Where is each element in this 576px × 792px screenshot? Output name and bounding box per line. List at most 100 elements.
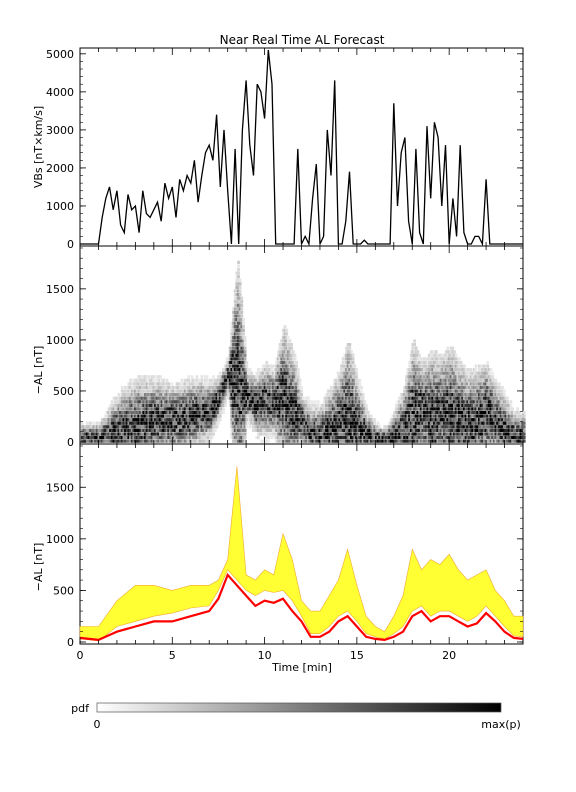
heatmap-cell [474,368,478,372]
heatmap-cell [130,407,134,411]
heatmap-cell [267,403,270,407]
heatmap-cell [154,393,157,397]
heatmap-cell [162,403,166,407]
heatmap-cell [468,407,471,411]
heatmap-cell [497,393,501,397]
heatmap-cell [453,375,456,379]
heatmap-cell [107,414,111,418]
heatmap-cell [250,418,254,422]
heatmap-cell [463,400,466,404]
heatmap-cell [147,414,151,418]
heatmap-cell [235,289,239,293]
heatmap-cell [283,382,287,386]
heatmap-cell [521,410,524,415]
heatmap-cell [428,360,431,365]
heatmap-cell [481,389,485,393]
heatmap-cell [429,350,433,354]
heatmap-cell [315,407,318,411]
heatmap-cell [449,364,453,368]
heatmap-cell [286,371,290,375]
heatmap-cell [509,435,513,440]
heatmap-cell [375,428,378,432]
heatmap-cell [180,385,184,390]
heatmap-cell [218,410,222,415]
heatmap-cell [506,421,509,425]
heatmap-cell [177,439,181,443]
heatmap-cell [416,385,420,390]
heatmap-cell [233,400,237,404]
heatmap-cell [456,400,460,404]
heatmap-cell [519,428,523,432]
heatmap-cell [418,371,421,375]
heatmap-cell [165,407,169,411]
heatmap-cell [233,403,237,407]
heatmap-cell [487,435,491,440]
heatmap-cell [172,432,176,436]
heatmap-cell [444,410,448,415]
heatmap-cell [474,396,478,400]
heatmap-cell [265,418,269,422]
heatmap-cell [448,421,451,425]
heatmap-cell [109,439,112,443]
heatmap-cell [208,410,212,415]
heatmap-cell [265,432,269,436]
heatmap-cell [384,439,388,443]
heatmap-cell [272,378,275,382]
heatmap-cell [438,425,441,429]
heatmap-cell [491,403,495,407]
heatmap-cell [466,435,470,440]
heatmap-cell [207,400,210,404]
heatmap-cell [129,418,132,422]
heatmap-cell [305,418,308,422]
heatmap-cell [125,410,129,415]
heatmap-cell [129,428,132,432]
heatmap-cell [240,335,244,340]
heatmap-cell [411,428,415,432]
heatmap-cell [252,382,255,386]
heatmap-cell [378,439,382,443]
heatmap-cell [281,335,285,340]
heatmap-cell [365,432,368,436]
heatmap-cell [346,421,350,425]
heatmap-cell [240,389,244,393]
heatmap-cell [281,332,285,336]
heatmap-cell [265,371,269,375]
heatmap-cell [110,428,114,432]
heatmap-cell [464,385,468,390]
heatmap-cell [296,393,300,397]
vbs-y-tick-label: 5000 [46,48,74,61]
heatmap-cell [198,385,202,390]
heatmap-cell [316,407,320,411]
heatmap-cell [245,389,249,393]
heatmap-cell [130,393,134,397]
heatmap-cell [428,368,431,372]
heatmap-cell [343,439,347,443]
heatmap-cell [273,432,277,436]
heatmap-cell [418,428,421,432]
heatmap-cell [404,393,408,397]
heatmap-cell [290,414,293,418]
heatmap-cell [149,425,152,429]
heatmap-cell [411,343,415,347]
heatmap-cell [277,418,280,422]
heatmap-cell [167,407,171,411]
heatmap-cell [517,425,521,429]
heatmap-cell [260,371,264,375]
heatmap-cell [290,368,293,372]
heatmap-cell [469,378,473,382]
heatmap-cell [351,403,355,407]
heatmap-cell [232,321,235,325]
heatmap-cell [172,435,176,440]
heatmap-cell [232,328,235,332]
heatmap-cell [160,421,164,425]
heatmap-cell [205,403,209,407]
heatmap-cell [237,403,240,407]
heatmap-cell [134,418,137,422]
heatmap-cell [129,439,132,443]
heatmap-cell [175,425,179,429]
heatmap-cell [436,396,440,400]
heatmap-cell [423,393,426,397]
heatmap-cell [343,425,347,429]
heatmap-cell [424,414,428,418]
heatmap-cell [291,400,295,404]
